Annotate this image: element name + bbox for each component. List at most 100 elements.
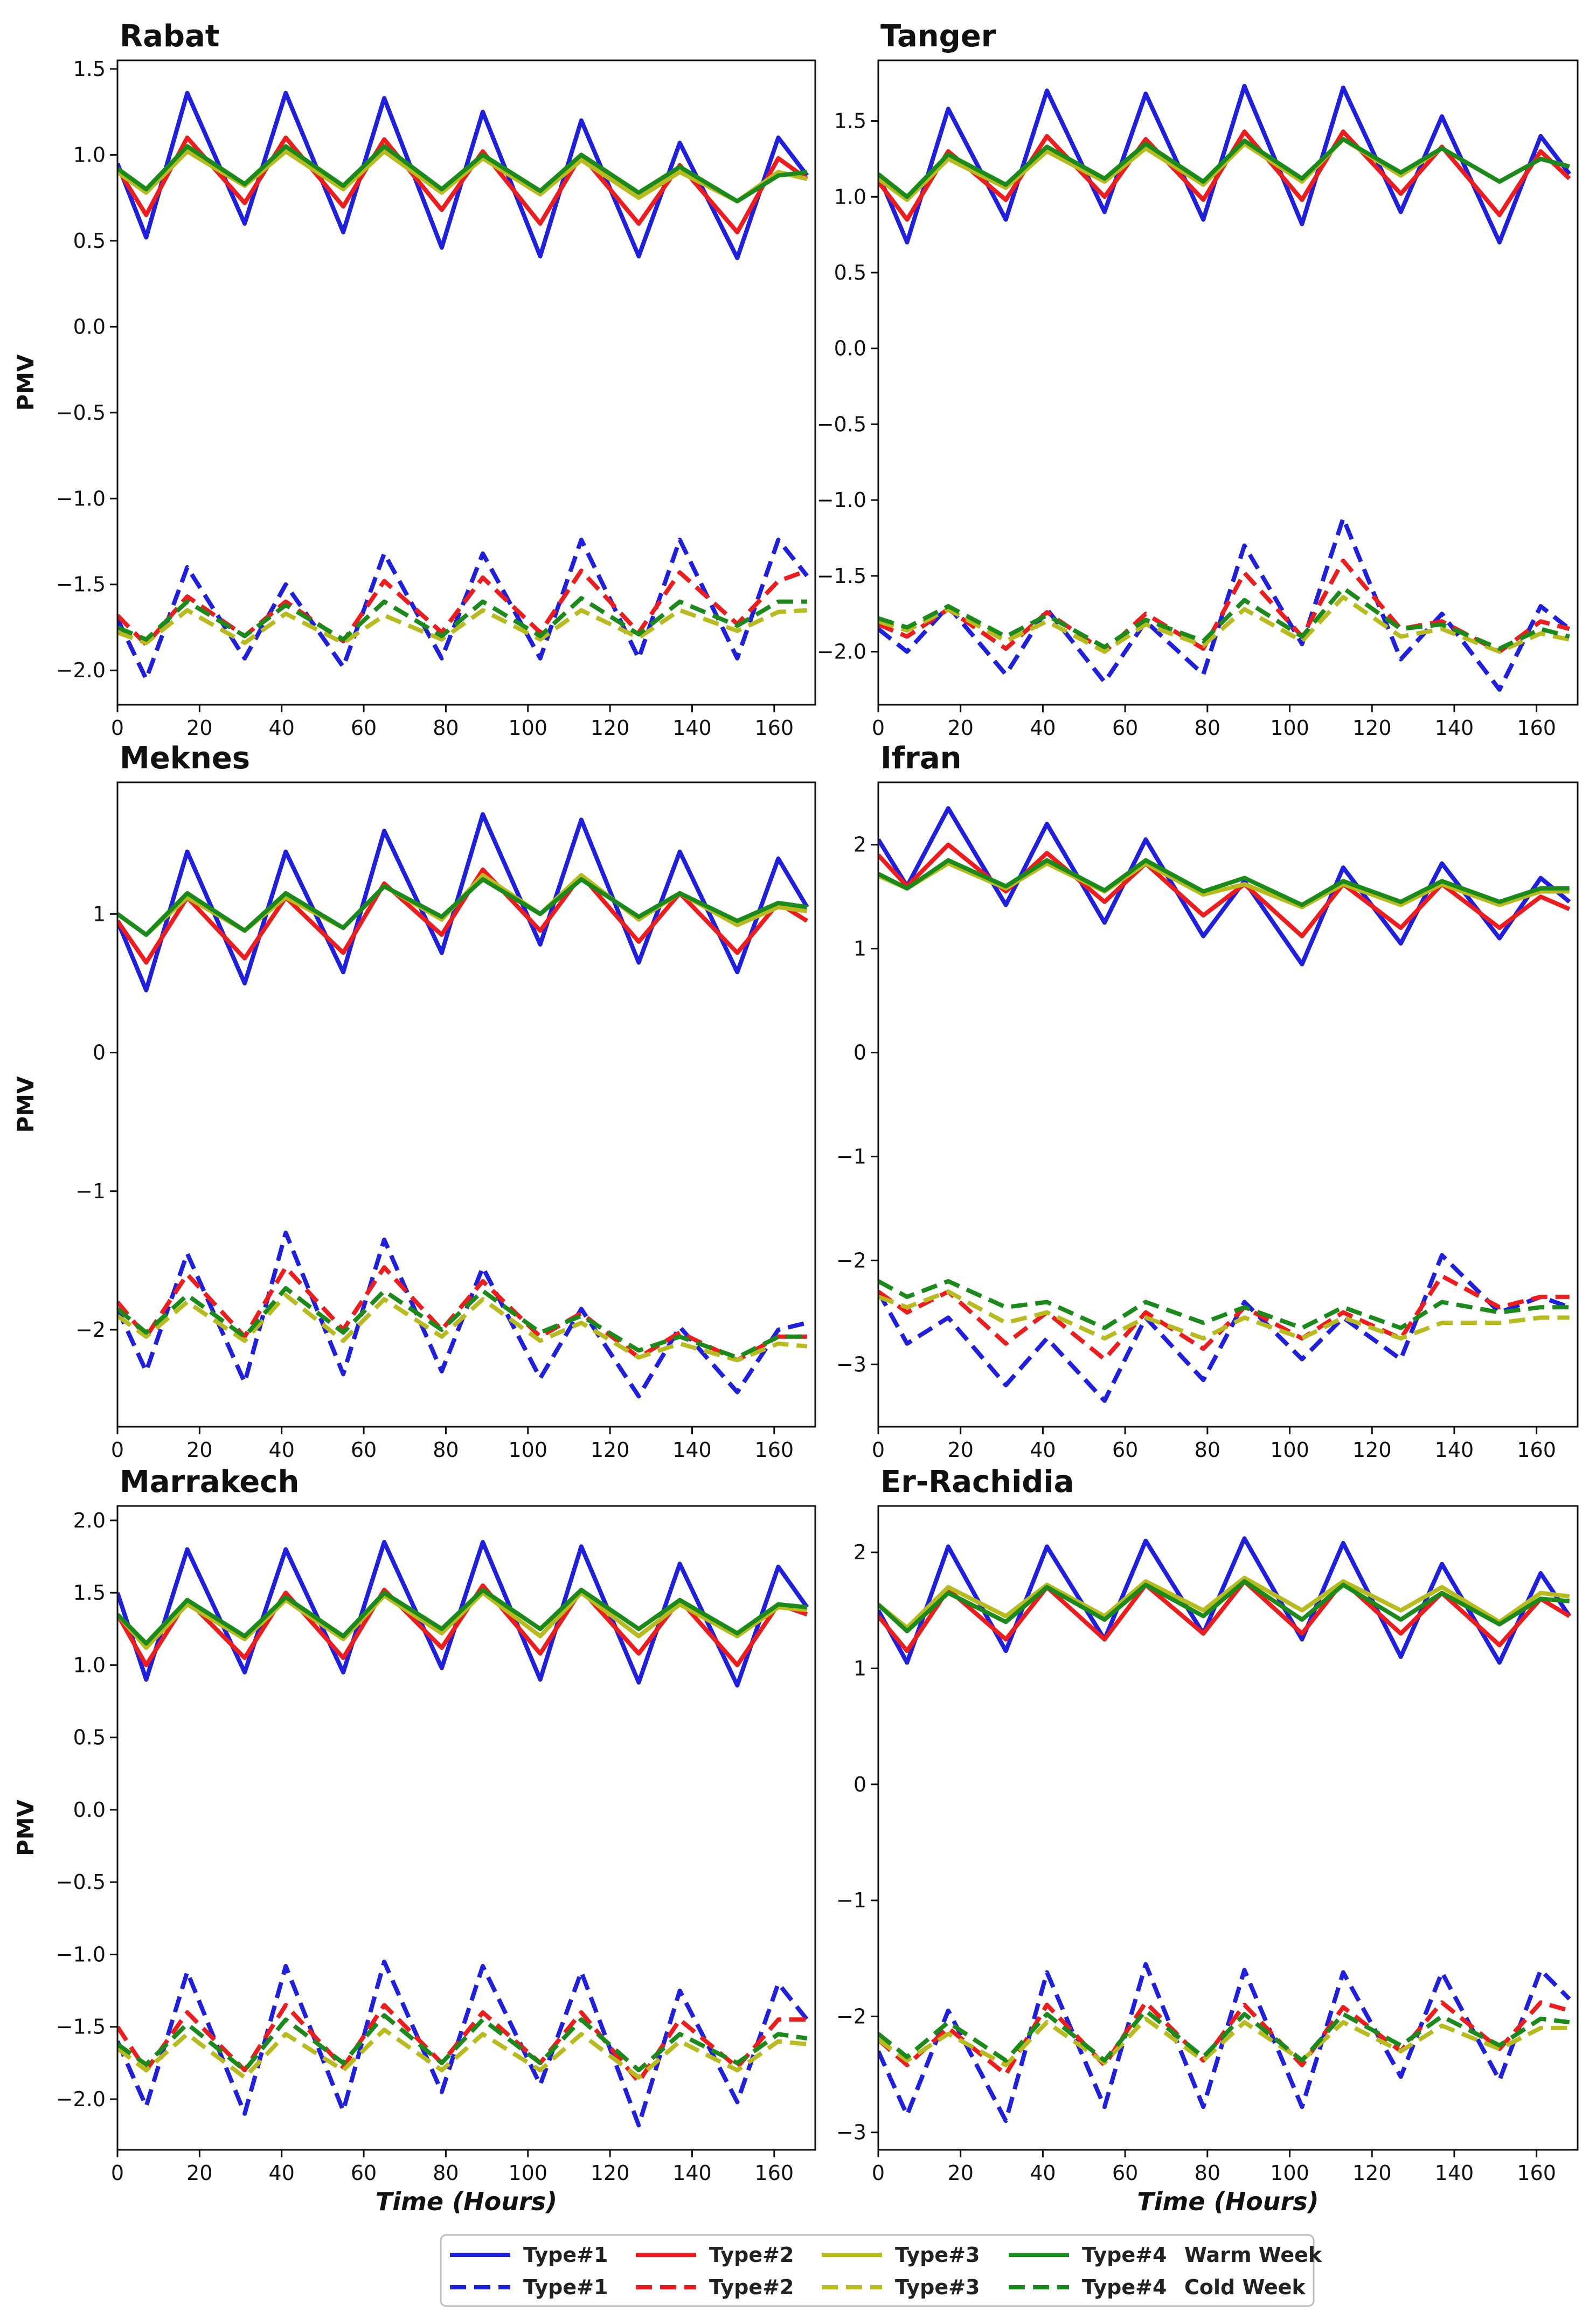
panel-tanger: Tanger 0 20 40 60 80 100 120 140 160 −2.0 −1.5 −1.0 −… bbox=[817, 19, 1579, 740]
y-tick-label: −2 bbox=[836, 1248, 866, 1272]
y-tick-label: 2.0 bbox=[73, 1509, 106, 1532]
x-tick-label: 160 bbox=[755, 1438, 794, 1462]
y-tick-label: 1 bbox=[853, 937, 866, 961]
panel-title: Rabat bbox=[120, 19, 220, 54]
plot-frame bbox=[116, 781, 816, 1428]
y-tick-label: 0.5 bbox=[73, 229, 106, 253]
plot-frame bbox=[877, 59, 1579, 706]
series-line-type-1-cold-week bbox=[117, 1230, 808, 1399]
x-tick-label: 0 bbox=[872, 716, 885, 740]
x-tick-label: 140 bbox=[1435, 716, 1474, 740]
x-tick-label: 20 bbox=[948, 716, 974, 740]
series-group bbox=[878, 806, 1571, 1403]
series-line-type-2-warm-week bbox=[117, 867, 808, 965]
series-line-type-4-warm-week bbox=[117, 1587, 808, 1646]
x-tick-label: 0 bbox=[111, 716, 124, 740]
panel-marrakech: Marrakech 0 20 40 60 80 100 120 140 160 −2.0 −1.5 −1… bbox=[12, 1464, 816, 2216]
y-tick-label: 0.0 bbox=[73, 315, 106, 338]
x-tick-label: 40 bbox=[269, 716, 295, 740]
series-line-type-2-warm-week bbox=[117, 1583, 808, 1668]
y-tick-label: −2 bbox=[75, 1318, 106, 1342]
x-axis-label: Time (Hours) bbox=[1137, 2187, 1319, 2216]
series-line-type-3-cold-week bbox=[878, 595, 1570, 654]
x-tick-label: 20 bbox=[186, 716, 212, 740]
x-tick-label: 40 bbox=[1030, 716, 1056, 740]
plot-frame bbox=[877, 781, 1579, 1428]
series-line-type-1-warm-week bbox=[117, 812, 809, 992]
y-tick-label: −2.0 bbox=[56, 2087, 106, 2111]
x-tick-label: 60 bbox=[1112, 2161, 1138, 2185]
series-line-type-2-cold-week bbox=[117, 568, 808, 647]
y-tick-label: −1 bbox=[75, 1179, 106, 1203]
x-tick-label: 140 bbox=[1435, 2161, 1474, 2185]
x-tick-label: 160 bbox=[1517, 1438, 1556, 1462]
x-tick-label: 100 bbox=[1270, 2161, 1309, 2185]
series-line-type-4-warm-week bbox=[878, 137, 1570, 199]
x-tick-label: 40 bbox=[1030, 1438, 1056, 1462]
x-tick-label: 0 bbox=[111, 2161, 124, 2185]
panel-ifran: Ifran 0 20 40 60 80 100 120 140 160 −3 −2 −1 0 1 2 bbox=[836, 741, 1579, 1462]
legend-label-type-3: Type#3 bbox=[895, 2275, 980, 2299]
y-tick-label: −3 bbox=[836, 2121, 866, 2144]
y-axis-label: PMV bbox=[12, 1076, 39, 1133]
x-tick-label: 140 bbox=[672, 716, 712, 740]
series-line-type-4-cold-week bbox=[117, 1286, 807, 1360]
series-group bbox=[117, 812, 809, 1399]
series-line-type-1-cold-week bbox=[878, 1253, 1571, 1403]
x-tick-label: 100 bbox=[1270, 716, 1309, 740]
x-tick-label: 20 bbox=[948, 2161, 974, 2185]
x-tick-label: 0 bbox=[872, 2161, 885, 2185]
series-line-type-4-cold-week bbox=[878, 586, 1570, 651]
legend-label-type-3: Type#3 bbox=[895, 2243, 980, 2267]
y-tick-label: 0 bbox=[93, 1041, 106, 1065]
panel-title: Marrakech bbox=[120, 1464, 299, 1499]
legend-label-type-4: Type#4 bbox=[1082, 2243, 1167, 2267]
series-line-type-4-warm-week bbox=[878, 858, 1570, 907]
y-tick-label: 2 bbox=[853, 833, 866, 857]
x-tick-label: 80 bbox=[433, 1438, 459, 1462]
x-tick-label: 80 bbox=[1195, 1438, 1220, 1462]
series-line-type-1-cold-week bbox=[117, 1959, 809, 2128]
x-tick-label: 0 bbox=[111, 1438, 124, 1462]
y-tick-label: 2 bbox=[853, 1540, 866, 1564]
x-tick-label: 120 bbox=[1352, 1438, 1392, 1462]
x-tick-label: 140 bbox=[672, 1438, 712, 1462]
series-group bbox=[117, 91, 809, 682]
series-line-type-4-warm-week bbox=[117, 877, 808, 937]
y-tick-label: −1 bbox=[836, 1888, 866, 1912]
series-line-type-4-cold-week bbox=[878, 1279, 1570, 1330]
y-tick-label: −1 bbox=[836, 1144, 866, 1168]
x-tick-label: 120 bbox=[591, 716, 630, 740]
series-line-type-2-warm-week bbox=[878, 842, 1571, 939]
series-line-type-1-cold-week bbox=[878, 516, 1571, 692]
legend-row-label: Warm Week bbox=[1184, 2243, 1322, 2267]
y-tick-label: 1 bbox=[93, 902, 106, 926]
panel-meknes: Meknes 0 20 40 60 80 100 120 140 160 −2 −1 0 1 PMV bbox=[12, 741, 816, 1462]
y-tick-label: −0.5 bbox=[817, 412, 866, 436]
x-tick-label: 0 bbox=[872, 1438, 885, 1462]
y-tick-label: −1.0 bbox=[56, 1942, 106, 1966]
x-tick-label: 80 bbox=[1195, 2161, 1220, 2185]
panel-rabat: Rabat 0 20 40 60 80 100 120 140 160 −2.0 −1.5 −1.0 −0… bbox=[12, 19, 816, 740]
y-tick-label: −3 bbox=[836, 1352, 866, 1376]
y-tick-label: −2 bbox=[836, 2004, 866, 2028]
x-tick-label: 160 bbox=[1517, 716, 1556, 740]
y-tick-label: 0.0 bbox=[73, 1798, 106, 1822]
series-line-type-1-warm-week bbox=[117, 1540, 809, 1688]
legend-label-type-2: Type#2 bbox=[709, 2275, 794, 2299]
series-line-type-2-cold-week bbox=[878, 558, 1570, 654]
series-line-type-4-cold-week bbox=[117, 2013, 808, 2073]
x-tick-label: 60 bbox=[1112, 716, 1138, 740]
series-line-type-3-cold-week bbox=[878, 1289, 1570, 1341]
x-tick-label: 60 bbox=[351, 2161, 377, 2185]
x-tick-label: 100 bbox=[508, 716, 547, 740]
x-tick-label: 40 bbox=[269, 2161, 295, 2185]
plot-frame bbox=[877, 1505, 1579, 2151]
x-tick-label: 80 bbox=[433, 2161, 459, 2185]
series-line-type-2-warm-week bbox=[878, 1579, 1571, 1654]
x-tick-label: 120 bbox=[591, 2161, 630, 2185]
series-line-type-1-warm-week bbox=[878, 1536, 1572, 1665]
x-tick-label: 140 bbox=[1435, 1438, 1474, 1462]
legend-row-label: Cold Week bbox=[1184, 2275, 1306, 2299]
y-tick-label: 0 bbox=[853, 1041, 866, 1065]
